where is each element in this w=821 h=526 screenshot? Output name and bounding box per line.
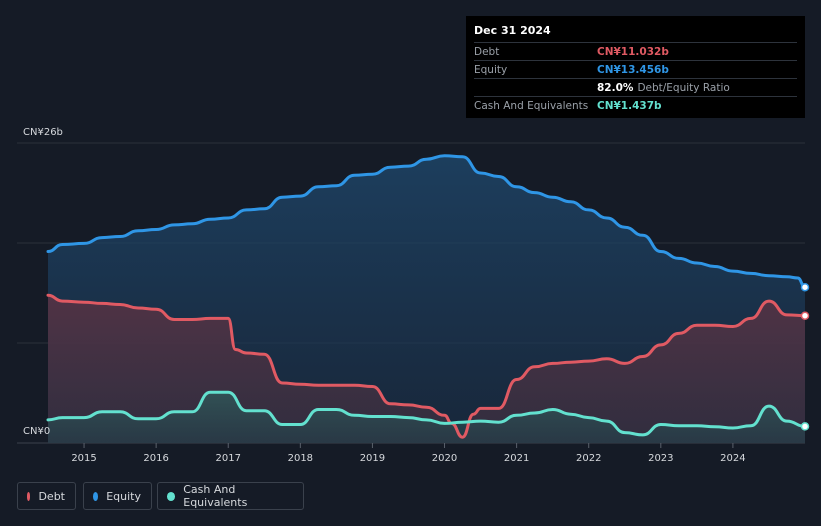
legend-item-cash[interactable]: Cash And Equivalents (157, 482, 304, 510)
tooltip-value: 82.0% (597, 81, 634, 94)
series-end-markers (800, 282, 810, 431)
x-tick-label: 2015 (71, 453, 96, 464)
cash-dot-icon (167, 491, 176, 501)
x-tick-label: 2017 (216, 453, 241, 464)
x-tick-label: 2019 (360, 453, 385, 464)
tooltip-extra: Debt/Equity Ratio (637, 81, 730, 94)
data-tooltip: Dec 31 2024 Debt CN¥11.032b Equity CN¥13… (466, 16, 805, 118)
legend-label: Equity (106, 489, 141, 503)
tooltip-date: Dec 31 2024 (474, 24, 551, 37)
tooltip-row-cash: Cash And Equivalents CN¥1.437b (474, 96, 797, 114)
legend-item-debt[interactable]: Debt (17, 482, 76, 510)
legend-label: Debt (38, 489, 65, 503)
y-axis-bottom-label: CN¥0 (23, 426, 50, 437)
tooltip-row-equity: Equity CN¥13.456b (474, 60, 797, 78)
x-tick-label: 2021 (504, 453, 529, 464)
x-tick-label: 2023 (648, 453, 673, 464)
equity-line (46, 154, 807, 289)
cash-area (48, 392, 805, 443)
cash-line (46, 390, 807, 437)
legend-item-equity[interactable]: Equity (83, 482, 152, 510)
x-tick-label: 2022 (576, 453, 601, 464)
equity-end-marker (800, 282, 810, 292)
debt-dot-icon (27, 491, 31, 501)
x-tick-label: 2024 (720, 453, 745, 464)
x-tick-label: 2016 (143, 453, 168, 464)
x-axis-ticks: 2015 2016 2017 2018 2019 2020 2021 2022 2023 2024 (71, 443, 746, 464)
cash-end-marker (800, 422, 810, 431)
y-axis-top-label: CN¥26b (23, 127, 63, 138)
tooltip-value: CN¥13.456b (597, 63, 669, 76)
x-tick-label: 2018 (288, 453, 313, 464)
equity-dot-icon (93, 491, 99, 501)
series-areas (48, 155, 805, 443)
series-lines (46, 154, 807, 439)
legend-label: Cash And Equivalents (183, 483, 248, 509)
tooltip-label: Debt (474, 45, 500, 58)
tooltip-value: CN¥1.437b (597, 99, 662, 112)
tooltip-value: CN¥11.032b (597, 45, 669, 58)
tooltip-label: Cash And Equivalents (474, 99, 589, 112)
x-tick-label: 2020 (432, 453, 457, 464)
debt-line (46, 293, 807, 439)
tooltip-row-debt: Debt CN¥11.032b (474, 42, 797, 60)
tooltip-row-ratio: 82.0% Debt/Equity Ratio (474, 78, 797, 96)
debt-end-marker (800, 311, 810, 320)
tooltip-label: Equity (474, 63, 508, 76)
